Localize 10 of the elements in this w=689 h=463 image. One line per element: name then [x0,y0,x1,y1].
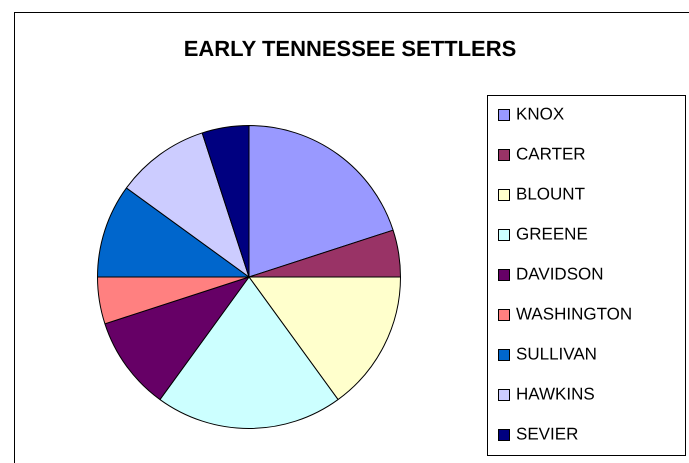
legend-label: CARTER [516,144,586,164]
legend-label: KNOX [516,104,564,124]
chart-title: EARLY TENNESSEE SETTLERS [184,36,516,62]
legend-label: HAWKINS [516,384,595,404]
legend-label: SULLIVAN [516,344,597,364]
legend-label: SEVIER [516,424,578,444]
legend-label: GREENE [516,224,588,244]
legend-label: WASHINGTON [516,304,632,324]
legend-label: BLOUNT [516,184,585,204]
legend-label: DAVIDSON [516,264,604,284]
